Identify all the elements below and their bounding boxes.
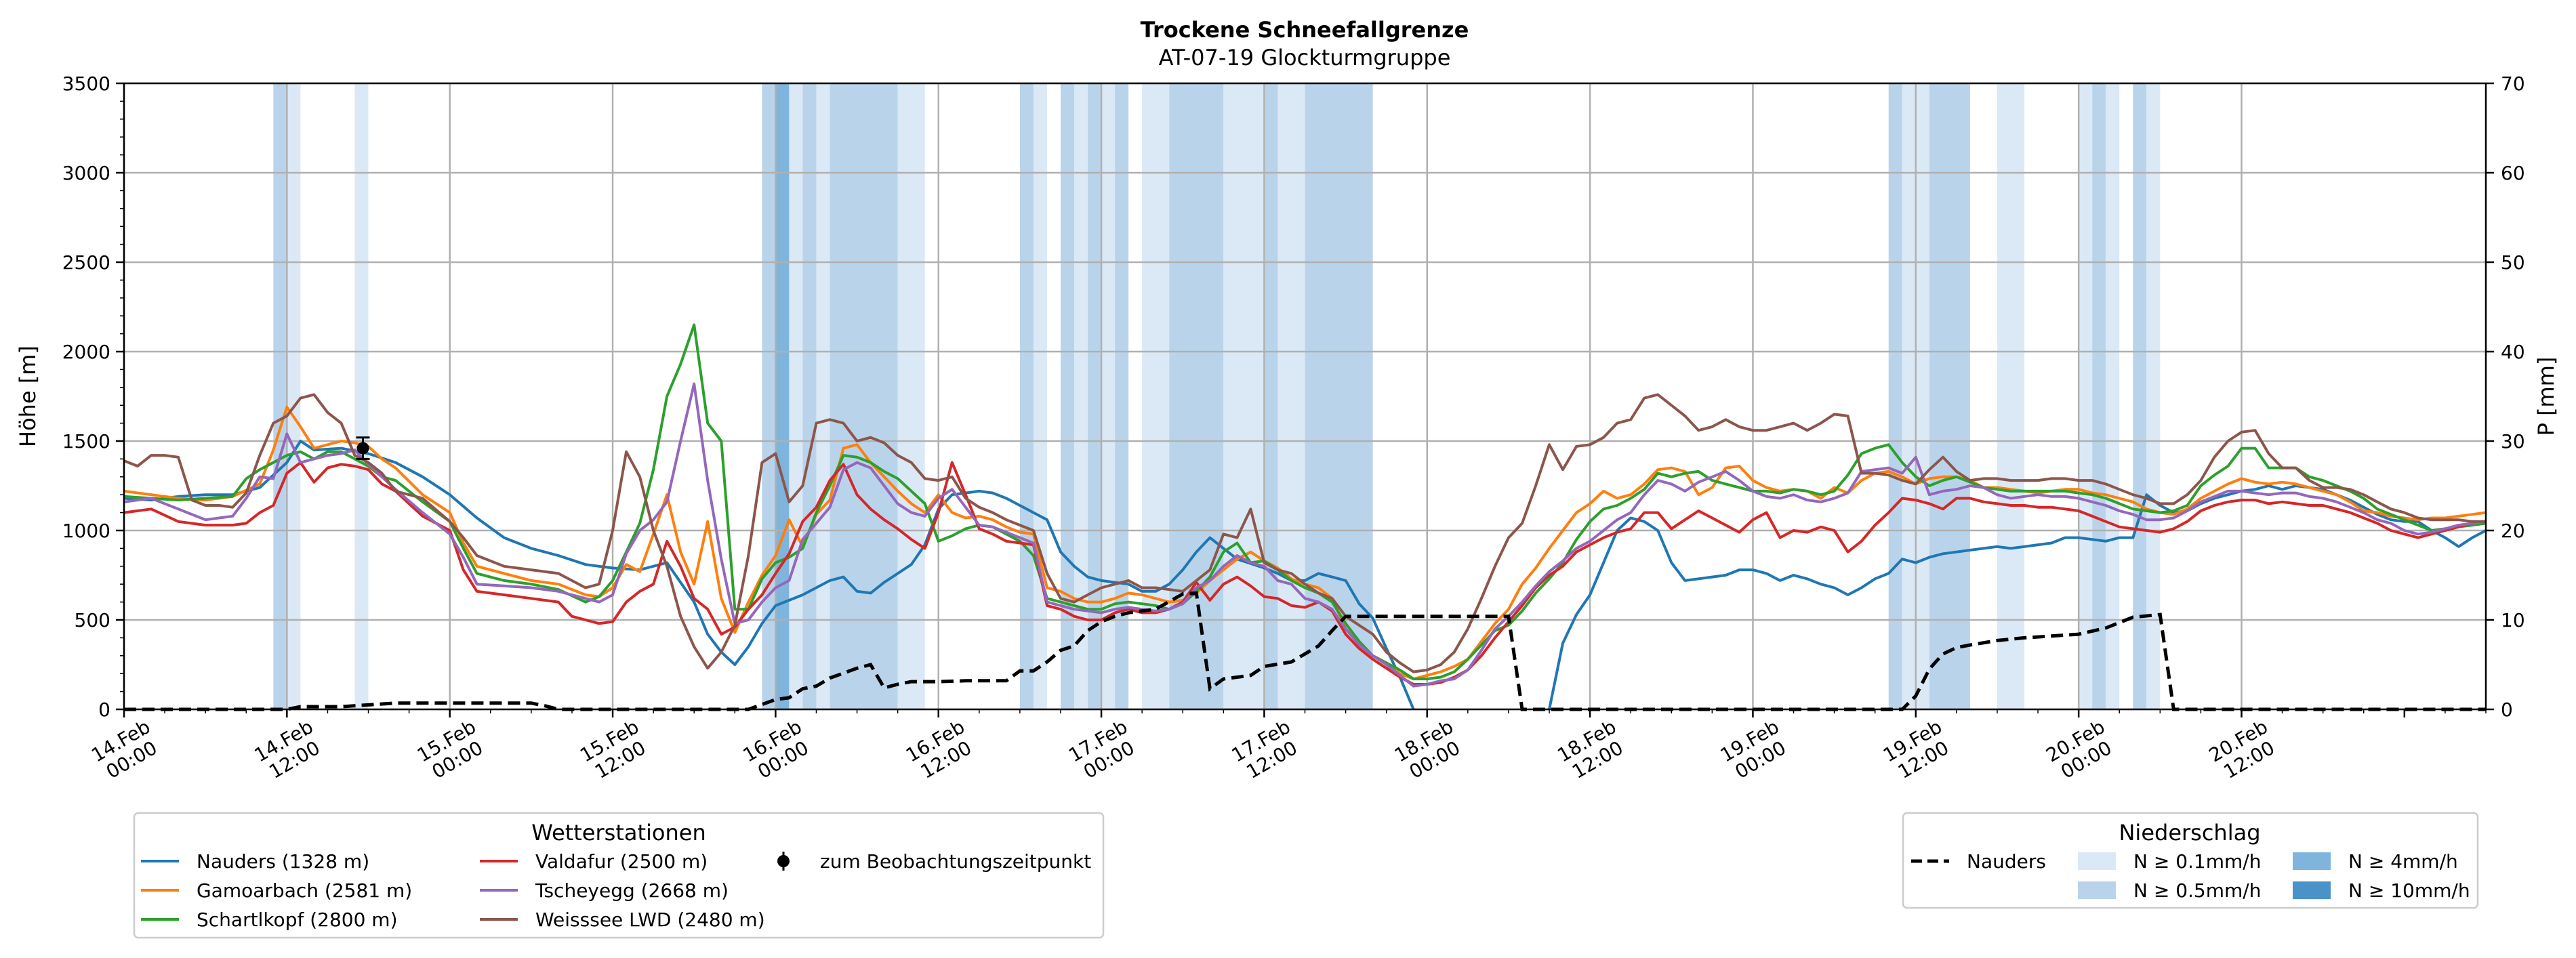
precipitation-bands [273, 83, 2161, 709]
legend-label: N ≥ 10mm/h [2348, 879, 2470, 902]
legend-swatch-point [777, 855, 790, 867]
precip-band [1264, 83, 1278, 709]
y-tick-label-right: 20 [2501, 520, 2525, 542]
series-layer [123, 323, 2487, 711]
precip-band [273, 83, 287, 709]
legend-label: N ≥ 4mm/h [2348, 850, 2458, 873]
precip-band [1074, 83, 1088, 709]
precip-band [1115, 83, 1129, 709]
legend-precip-title: Niederschlag [2119, 820, 2260, 846]
precip-band [1223, 83, 1265, 709]
precip-band [1997, 83, 2025, 709]
precip-band [1888, 83, 1902, 709]
y-tick-label-left: 500 [75, 609, 110, 631]
legend-label: N ≥ 0.1mm/h [2133, 850, 2261, 873]
legend-stations: Wetterstationen Nauders (1328 m) Gamoarbac… [133, 812, 1105, 939]
precip-band [1088, 83, 1102, 709]
precip-band [1033, 83, 1047, 709]
series-line-v [123, 461, 2487, 686]
precip-band [354, 83, 369, 709]
precip-band [1142, 83, 1170, 709]
legend-label: Valdafur (2500 m) [535, 850, 708, 873]
legend-label: Tscheyegg (2668 m) [535, 879, 729, 902]
precip-band [897, 83, 925, 709]
y-axis-label-left: Höhe [m] [15, 346, 41, 447]
y-tick-label-right: 60 [2501, 162, 2525, 184]
precip-band [1169, 83, 1224, 709]
legend-precip-box [1902, 812, 2479, 909]
precip-band [1929, 83, 1970, 709]
precip-band [287, 83, 301, 709]
observation-point [356, 442, 369, 455]
legend-swatch-band [2078, 852, 2116, 870]
y-tick-label-right: 40 [2501, 341, 2525, 363]
y-tick-label-left: 3000 [62, 162, 110, 184]
legend-swatch-band [2293, 881, 2331, 899]
legend-label: Nauders (1328 m) [197, 850, 369, 873]
y-tick-label-right: 50 [2501, 251, 2525, 274]
precip-band [2146, 83, 2161, 709]
precip-band [2133, 83, 2147, 709]
precip-band [789, 83, 803, 709]
legend-label: zum Beobachtungszeitpunkt [820, 850, 1091, 873]
legend-swatch-band [2293, 852, 2331, 870]
y-tick-label-left: 1500 [62, 430, 110, 453]
y-tick-label-left: 2000 [62, 341, 110, 363]
legend-label: Gamoarbach (2581 m) [197, 879, 412, 902]
precip-band [1019, 83, 1034, 709]
y-tick-label-left: 3500 [62, 72, 110, 95]
y-tick-label-right: 0 [2501, 699, 2513, 721]
precip-band [802, 83, 817, 709]
precip-band [830, 83, 898, 709]
legend-precipitation: Niederschlag Nauders N ≥ 0.1mm/h N ≥ 0.5mm/… [1902, 812, 2479, 909]
precip-band [775, 83, 790, 709]
precip-line-nauders [124, 591, 2486, 711]
y-tick-label-left: 1000 [62, 520, 110, 542]
legend-label: Schartlkopf (2800 m) [197, 909, 398, 931]
precip-band [1101, 83, 1116, 709]
precip-band [762, 83, 776, 709]
legend-stations-box [133, 812, 1105, 939]
legend-label: Weisssee LWD (2480 m) [535, 909, 765, 931]
y-tick-label-right: 70 [2501, 72, 2525, 95]
legend-label: Nauders [1967, 850, 2046, 873]
precip-band [2106, 83, 2120, 709]
precip-band [1277, 83, 1305, 709]
y-tick-label-left: 2500 [62, 251, 110, 274]
y-tick-label-right: 10 [2501, 609, 2525, 631]
y-tick-label-right: 30 [2501, 430, 2525, 453]
legend-label: N ≥ 0.5mm/h [2133, 879, 2261, 902]
series-line-t [123, 382, 2487, 688]
precip-band [2079, 83, 2093, 709]
y-axis-label-right: P [mm] [2533, 357, 2559, 436]
precip-band [816, 83, 830, 709]
chart-subtitle: AT-07-19 Glockturmgruppe [1159, 45, 1451, 70]
legend-stations-title: Wetterstationen [531, 820, 706, 846]
precip-band [1060, 83, 1075, 709]
legend-swatch-band [2078, 881, 2116, 899]
chart-title: Trockene Schneefallgrenze [1141, 17, 1469, 43]
y-tick-label-left: 0 [98, 699, 110, 721]
precip-band [2092, 83, 2106, 709]
